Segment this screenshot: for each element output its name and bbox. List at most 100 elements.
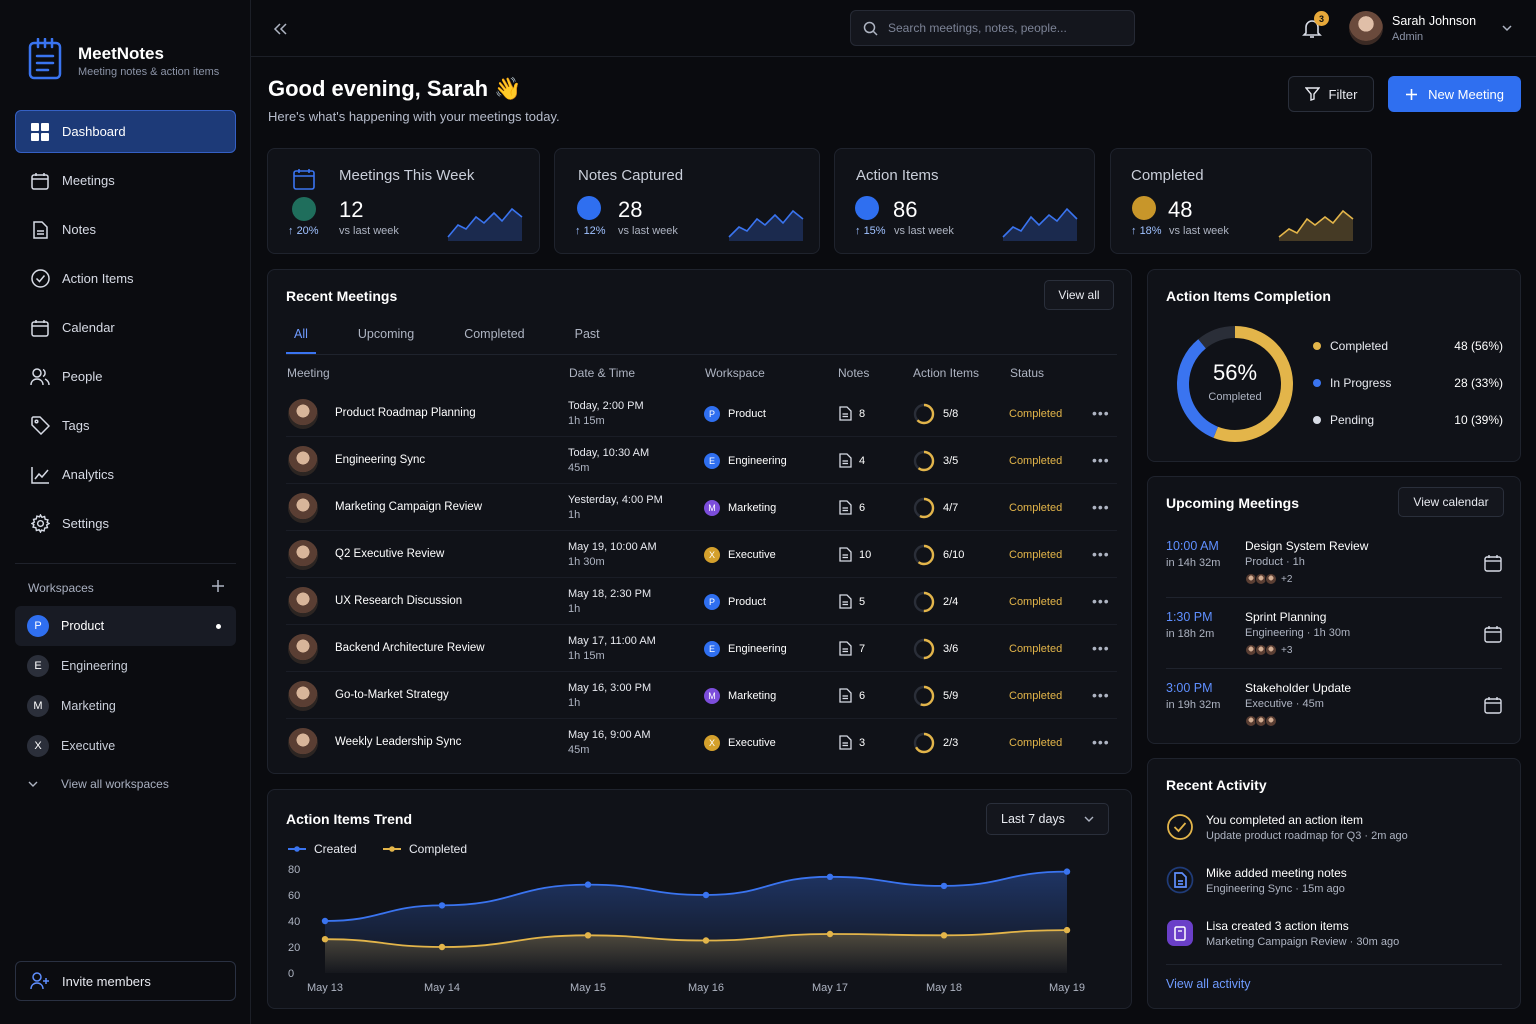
- chevron-down-icon[interactable]: [1501, 22, 1513, 34]
- notes-count: 8: [859, 408, 866, 420]
- meeting-duration: 1h: [568, 697, 581, 709]
- tab-all[interactable]: All: [286, 326, 316, 354]
- plus-icon[interactable]: [210, 578, 226, 594]
- calendar-icon[interactable]: [1484, 625, 1502, 643]
- table-row[interactable]: Weekly Leadership Sync May 16, 9:00 AM 45m…: [286, 719, 1117, 766]
- tab-completed[interactable]: Completed: [464, 327, 525, 341]
- search-bar[interactable]: [850, 10, 1135, 46]
- nav-item-calendar[interactable]: Calendar: [15, 306, 236, 349]
- stat-card-meetings[interactable]: Meetings This Week 12 ↑ 20% vs last week: [267, 148, 540, 254]
- nav-item-dashboard[interactable]: Dashboard: [15, 110, 236, 153]
- meeting-name[interactable]: UX Research Discussion: [335, 595, 463, 607]
- workspace-item-marketing[interactable]: M Marketing: [15, 686, 236, 726]
- more-options-icon[interactable]: •••: [1092, 593, 1110, 609]
- workspace-item-executive[interactable]: X Executive: [15, 726, 236, 766]
- more-options-icon[interactable]: •••: [1092, 640, 1110, 656]
- more-options-icon[interactable]: •••: [1092, 734, 1110, 750]
- avatar: [288, 587, 318, 617]
- new-meeting-button[interactable]: New Meeting: [1388, 76, 1521, 112]
- filter-button[interactable]: Filter: [1288, 76, 1374, 112]
- range-select[interactable]: Last 7 days: [986, 803, 1109, 835]
- column-header[interactable]: Notes: [838, 366, 870, 380]
- table-row[interactable]: UX Research Discussion May 18, 2:30 PM 1h P…: [286, 578, 1117, 625]
- nav-item-analytics[interactable]: Analytics: [15, 453, 236, 496]
- progress-ring: [913, 638, 935, 660]
- calendar-icon[interactable]: [1484, 554, 1502, 572]
- collapse-sidebar-icon[interactable]: [271, 20, 289, 38]
- document-icon: [839, 688, 852, 703]
- x-tick-label: May 19: [1049, 982, 1085, 994]
- meeting-name[interactable]: Go-to-Market Strategy: [335, 689, 449, 701]
- invite-members-button[interactable]: Invite members: [15, 961, 236, 1001]
- nav-label: Notes: [62, 222, 96, 237]
- stat-vs: vs last week: [618, 225, 678, 237]
- table-row[interactable]: Backend Architecture Review May 17, 11:00…: [286, 625, 1117, 672]
- nav-label: Meetings: [62, 173, 115, 188]
- meeting-name[interactable]: Marketing Campaign Review: [335, 501, 483, 513]
- upcoming-name: Sprint Planning: [1245, 610, 1327, 624]
- table-row[interactable]: Marketing Campaign Review Yesterday, 4:00…: [286, 484, 1117, 531]
- column-header[interactable]: Meeting: [287, 366, 330, 380]
- nav-label: Action Items: [62, 271, 134, 286]
- meeting-name[interactable]: Weekly Leadership Sync: [335, 736, 462, 748]
- table-row[interactable]: Engineering Sync Today, 10:30 AM 45m E Engin…: [286, 437, 1117, 484]
- view-all-workspaces-label: View all workspaces: [61, 777, 169, 791]
- nav-item-tags[interactable]: Tags: [15, 404, 236, 447]
- meeting-name[interactable]: Engineering Sync: [335, 454, 426, 466]
- table-row[interactable]: Go-to-Market Strategy May 16, 3:00 PM 1h M M…: [286, 672, 1117, 719]
- legend-label: Completed: [1330, 339, 1389, 353]
- more-options-icon[interactable]: •••: [1092, 452, 1110, 468]
- trend-card: Action Items Trend Last 7 days 0 20 40 60 80…: [267, 789, 1132, 1009]
- table-row[interactable]: Q2 Executive Review May 19, 10:00 AM 1h 30…: [286, 531, 1117, 578]
- meeting-name[interactable]: Q2 Executive Review: [335, 548, 445, 560]
- table-row[interactable]: Product Roadmap Planning Today, 2:00 PM 1h…: [286, 390, 1117, 437]
- stat-card-completed[interactable]: Completed 48 ↑ 18% vs last week: [1110, 148, 1372, 254]
- view-all-workspaces-link[interactable]: View all workspaces: [28, 777, 169, 791]
- column-header[interactable]: Status: [1010, 366, 1045, 380]
- view-all-button[interactable]: View all: [1044, 280, 1114, 310]
- stat-card-action-items[interactable]: Action Items 86 ↑ 15% vs last week: [834, 148, 1095, 254]
- nav-item-notes[interactable]: Notes: [15, 208, 236, 251]
- nav-item-people[interactable]: People: [15, 355, 236, 398]
- user-avatar[interactable]: [1349, 11, 1383, 45]
- nav-item-settings[interactable]: Settings: [15, 502, 236, 545]
- legend-label: Pending: [1330, 413, 1375, 427]
- workspace-badge: E: [704, 453, 720, 469]
- column-header[interactable]: Workspace: [705, 366, 765, 380]
- meeting-name[interactable]: Product Roadmap Planning: [335, 407, 476, 419]
- data-point: [438, 902, 446, 909]
- more-options-icon[interactable]: •••: [1092, 405, 1110, 421]
- main-nav: Dashboard Meetings Notes Action Items Ca…: [15, 110, 236, 551]
- document-icon: [839, 453, 852, 468]
- column-header[interactable]: Action Items: [913, 366, 980, 380]
- completion-card: Action Items Completion 56% Completed Co…: [1147, 269, 1521, 462]
- workspace-item-engineering[interactable]: E Engineering: [15, 646, 236, 686]
- calendar-icon[interactable]: [1484, 696, 1502, 714]
- stat-title: Notes Captured: [578, 167, 684, 184]
- more-options-icon[interactable]: •••: [1092, 687, 1110, 703]
- sparkline: [1002, 207, 1078, 241]
- more-options-icon[interactable]: •••: [1092, 499, 1110, 515]
- meeting-date: Today, 10:30 AM: [568, 447, 650, 459]
- stat-card-notes[interactable]: Notes Captured 28 ↑ 12% vs last week: [554, 148, 820, 254]
- data-point: [826, 930, 834, 938]
- meeting-name[interactable]: Backend Architecture Review: [335, 642, 485, 654]
- meeting-duration: 1h 15m: [568, 650, 605, 662]
- view-calendar-button[interactable]: View calendar: [1398, 487, 1504, 517]
- more-options-icon[interactable]: •••: [1092, 546, 1110, 562]
- tab-past[interactable]: Past: [574, 327, 600, 341]
- view-all-activity-link[interactable]: View all activity: [1166, 977, 1251, 991]
- nav-label: Tags: [62, 418, 90, 433]
- legend-dot: [1313, 379, 1321, 387]
- meeting-duration: 1h: [568, 509, 581, 521]
- upcoming-name: Design System Review: [1245, 539, 1369, 553]
- tab-upcoming[interactable]: Upcoming: [357, 327, 415, 341]
- search-input[interactable]: [888, 21, 1108, 35]
- completion-label: Completed: [1208, 391, 1262, 403]
- legend-marker: [294, 846, 300, 852]
- progress-ring: [913, 591, 935, 613]
- column-header[interactable]: Date & Time: [569, 366, 636, 380]
- nav-item-meetings[interactable]: Meetings: [15, 159, 236, 202]
- nav-item-action-items[interactable]: Action Items: [15, 257, 236, 300]
- workspace-item-product[interactable]: P Product: [15, 606, 236, 646]
